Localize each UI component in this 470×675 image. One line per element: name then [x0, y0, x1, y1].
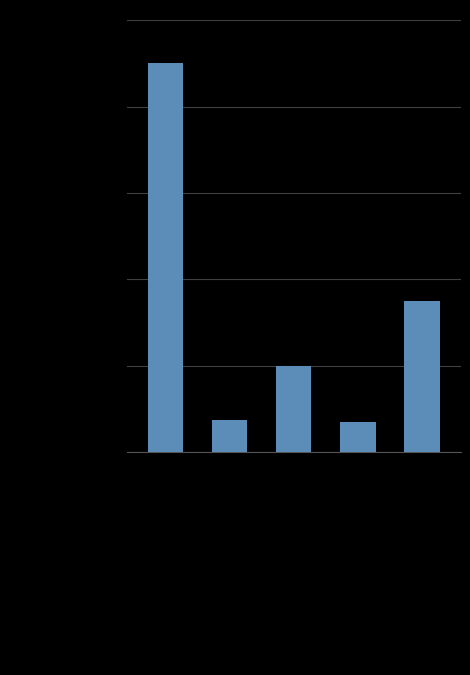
- Bar: [405, 301, 440, 452]
- Bar: [340, 422, 376, 452]
- Bar: [212, 420, 247, 452]
- Bar: [148, 63, 183, 452]
- Bar: [276, 366, 312, 452]
